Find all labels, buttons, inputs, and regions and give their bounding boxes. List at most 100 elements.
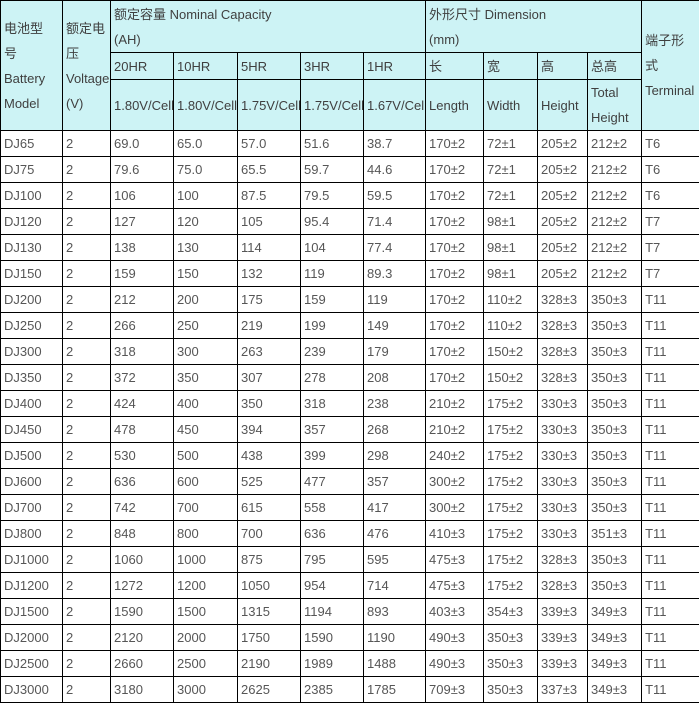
table-row: DJ120 2 127 120 105 95.4 71.4 170±2 98±1 205±2 212… (0, 208, 699, 235)
header-group-row: 电池型 号 Battery Model 额定电 压 Voltage (V) 额定… (0, 0, 699, 131)
header-capacity-group: 额定容量 Nominal Capacity (AH) (109, 0, 427, 53)
cell-terminal: T11 (641, 494, 699, 521)
cell-model: DJ120 (0, 208, 63, 235)
table-row: DJ3000 2 3180 3000 2625 2385 1785 709±3 350±3 337… (0, 676, 699, 703)
cell-model: DJ600 (0, 468, 63, 495)
cell-width: 175±2 (483, 520, 539, 547)
cell-voltage: 2 (62, 676, 111, 703)
cell-terminal: T11 (641, 676, 699, 703)
cell-width: 175±2 (483, 442, 539, 469)
cell-cap-3hr: 199 (300, 312, 364, 339)
cell-cap-1hr: 714 (362, 572, 427, 599)
cell-model: DJ75 (0, 156, 63, 183)
cell-cap-3hr: 104 (300, 234, 364, 261)
cell-total-height: 350±3 (587, 338, 643, 365)
cell-width: 72±1 (483, 130, 539, 157)
cell-cap-1hr: 238 (362, 390, 427, 417)
cell-cap-1hr: 59.5 (362, 182, 427, 209)
cell-terminal: T11 (641, 468, 699, 495)
cell-height: 330±3 (537, 494, 589, 521)
cell-cap-5hr: 394 (237, 416, 301, 443)
cell-model: DJ300 (0, 338, 63, 365)
cell-terminal: T11 (641, 650, 699, 677)
cell-width: 175±2 (483, 416, 539, 443)
table-row: DJ2000 2 2120 2000 1750 1590 1190 490±3 350±3 339… (0, 624, 699, 651)
cell-terminal: T11 (641, 598, 699, 625)
cell-cap-3hr: 636 (300, 520, 364, 547)
cell-cap-1hr: 417 (362, 494, 427, 521)
cell-cap-20hr: 212 (110, 286, 174, 313)
cell-voltage: 2 (62, 130, 111, 157)
cell-height: 330±3 (537, 416, 589, 443)
cell-cap-5hr: 132 (237, 260, 301, 287)
cell-width: 354±3 (483, 598, 539, 625)
cell-cap-5hr: 263 (237, 338, 301, 365)
cell-terminal: T11 (641, 442, 699, 469)
cell-total-height: 350±3 (587, 390, 643, 417)
cell-model: DJ800 (0, 520, 63, 547)
cell-terminal: T11 (641, 520, 699, 547)
cell-length: 403±3 (425, 598, 485, 625)
cell-cap-5hr: 700 (237, 520, 301, 547)
cell-voltage: 2 (62, 208, 111, 235)
cell-cap-3hr: 558 (300, 494, 364, 521)
cell-cap-10hr: 250 (173, 312, 238, 339)
header-rate-1hr: 1HR (362, 52, 427, 80)
cell-height: 330±3 (537, 520, 589, 547)
header-battery-model: 电池型 号 Battery Model (0, 0, 63, 131)
cell-terminal: T11 (641, 546, 699, 573)
cell-length: 170±2 (425, 234, 485, 261)
cell-voltage: 2 (62, 364, 111, 391)
cell-terminal: T11 (641, 312, 699, 339)
cell-cap-10hr: 100 (173, 182, 238, 209)
cell-cap-5hr: 615 (237, 494, 301, 521)
cell-cap-3hr: 477 (300, 468, 364, 495)
cell-total-height: 349±3 (587, 676, 643, 703)
cell-model: DJ700 (0, 494, 63, 521)
cell-total-height: 349±3 (587, 624, 643, 651)
cell-terminal: T7 (641, 208, 699, 235)
cell-cap-10hr: 1000 (173, 546, 238, 573)
cell-terminal: T11 (641, 572, 699, 599)
header-terminal: 端子形式 Terminal (641, 0, 699, 131)
cell-cap-5hr: 350 (237, 390, 301, 417)
cell-voltage: 2 (62, 572, 111, 599)
cell-height: 328±3 (537, 286, 589, 313)
cell-cap-20hr: 266 (110, 312, 174, 339)
cell-cap-5hr: 438 (237, 442, 301, 469)
cell-cap-5hr: 1050 (237, 572, 301, 599)
cell-total-height: 349±3 (587, 650, 643, 677)
cell-cap-20hr: 3180 (110, 676, 174, 703)
cell-cap-10hr: 300 (173, 338, 238, 365)
cell-total-height: 350±3 (587, 286, 643, 313)
cell-length: 170±2 (425, 208, 485, 235)
header-dimension-group: 外形尺寸 Dimension (mm) (425, 0, 643, 53)
cell-total-height: 212±2 (587, 234, 643, 261)
cell-width: 175±2 (483, 546, 539, 573)
cell-height: 339±3 (537, 598, 589, 625)
cell-cap-3hr: 357 (300, 416, 364, 443)
cell-model: DJ450 (0, 416, 63, 443)
cell-terminal: T11 (641, 364, 699, 391)
cell-terminal: T7 (641, 260, 699, 287)
cell-cap-20hr: 742 (110, 494, 174, 521)
table-body: DJ65 2 69.0 65.0 57.0 51.6 38.7 170±2 72±1 205±2 2… (0, 130, 699, 703)
cell-model: DJ500 (0, 442, 63, 469)
cell-model: DJ100 (0, 182, 63, 209)
cell-cap-3hr: 399 (300, 442, 364, 469)
header-rate-5hr: 5HR (237, 52, 301, 80)
cell-voltage: 2 (62, 286, 111, 313)
table-header: 电池型 号 Battery Model 额定电 压 Voltage (V) 额定… (0, 0, 699, 131)
cell-cap-3hr: 1989 (300, 650, 364, 677)
header-width-cn: 宽 (483, 52, 539, 80)
cell-model: DJ200 (0, 286, 63, 313)
cell-length: 210±2 (425, 416, 485, 443)
cell-cap-5hr: 219 (237, 312, 301, 339)
cell-cap-10hr: 2000 (173, 624, 238, 651)
cell-height: 330±3 (537, 442, 589, 469)
header-rate-20hr: 20HR (110, 52, 174, 80)
header-cellvolt-20hr: 1.80V/Cell (110, 79, 174, 131)
cell-length: 300±2 (425, 468, 485, 495)
cell-cap-1hr: 208 (362, 364, 427, 391)
header-width-en: Width (483, 79, 539, 131)
